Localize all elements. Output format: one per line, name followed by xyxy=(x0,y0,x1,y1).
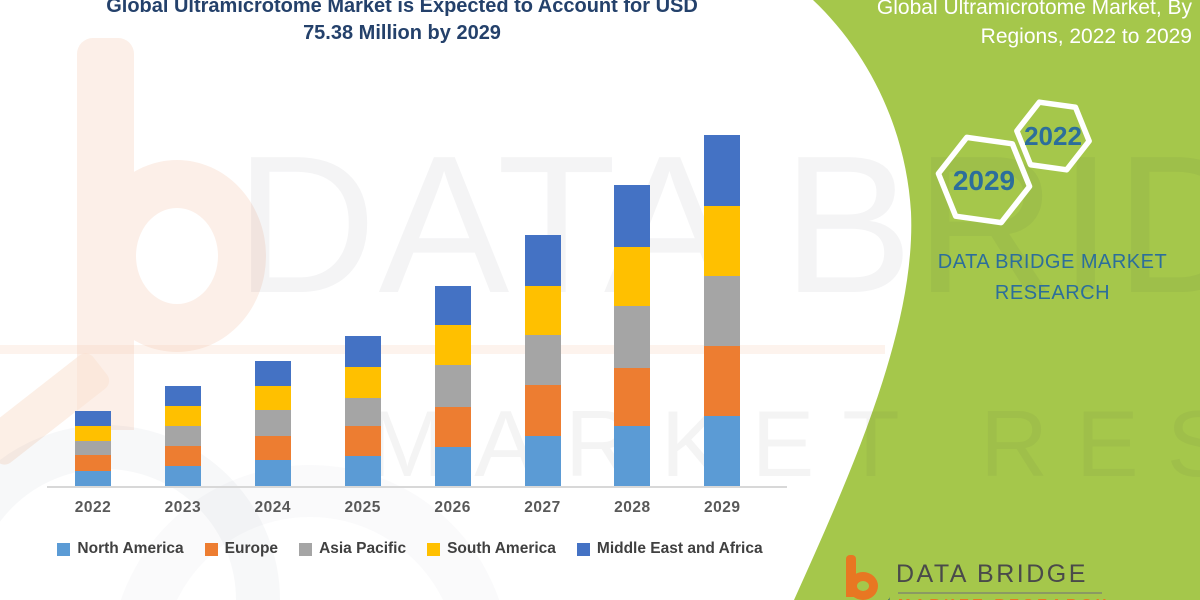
hexagon-2029-outline xyxy=(935,134,1033,226)
side-panel-brand-line2: RESEARCH xyxy=(994,282,1111,304)
legend-swatch-icon xyxy=(57,542,71,556)
chart-legend: North America Europe Asia Pacific South Ame… xyxy=(40,540,780,558)
x-axis-label-2025: 2025 xyxy=(344,499,381,516)
bar-segment-asia-pacific xyxy=(75,441,111,455)
bar-2022 xyxy=(75,410,111,487)
x-axis-label-2023: 2023 xyxy=(164,499,202,516)
logo-b-icon xyxy=(848,572,878,600)
bar-segment-south-america xyxy=(614,247,651,307)
bar-2026 xyxy=(434,285,471,487)
bar-segment-europe xyxy=(164,445,201,467)
footer-logo-name: DATA BRIDGE xyxy=(896,560,1088,588)
legend-item-asia-pacific: Asia Pacific xyxy=(299,540,406,558)
bar-segment-asia-pacific xyxy=(164,426,201,446)
bar-2025 xyxy=(344,335,381,487)
legend-item-middle-east-and-africa: Middle East and Africa xyxy=(576,540,763,558)
x-axis-label-2026: 2026 xyxy=(434,499,471,516)
bar-segment-middle-east-and-africa xyxy=(524,235,561,286)
bar-segment-europe xyxy=(254,435,291,461)
hexagon-badges: 2022 2029 xyxy=(935,99,1092,226)
bar-segment-europe xyxy=(75,454,111,471)
bar-segment-south-america xyxy=(254,385,291,410)
legend-swatch-icon xyxy=(204,542,218,556)
bar-segment-asia-pacific xyxy=(344,398,381,427)
bar-segment-south-america xyxy=(75,426,111,442)
bar-2027 xyxy=(524,235,561,487)
bar-segment-europe xyxy=(344,426,381,457)
bar-segment-south-america xyxy=(434,325,471,365)
side-panel-title-line1: Global Ultramicrotome Market, By xyxy=(876,0,1192,19)
x-axis-line xyxy=(47,486,787,488)
legend-label: North America xyxy=(77,540,184,557)
legend-label: Asia Pacific xyxy=(319,540,407,557)
bar-segment-north-america xyxy=(344,456,381,487)
bar-segment-asia-pacific xyxy=(704,276,741,347)
bar-segment-south-america xyxy=(164,405,201,427)
bar-segment-asia-pacific xyxy=(614,306,651,368)
chart-title-line2: 75.38 Million by 2029 xyxy=(303,22,501,44)
bar-segment-north-america xyxy=(75,470,111,487)
legend-label: Middle East and Africa xyxy=(596,540,763,557)
bar-segment-south-america xyxy=(704,205,741,277)
x-axis-label-2022: 2022 xyxy=(74,499,112,516)
bar-segment-north-america xyxy=(704,416,741,487)
bar-segment-europe xyxy=(614,367,651,427)
bar-segment-north-america xyxy=(524,435,561,487)
bar-segment-middle-east-and-africa xyxy=(614,185,651,248)
x-axis-label-2024: 2024 xyxy=(254,499,292,516)
bar-segment-middle-east-and-africa xyxy=(75,410,111,427)
bar-segment-south-america xyxy=(344,367,381,399)
bar-segment-europe xyxy=(434,407,471,448)
side-panel-brand-line1: DATA BRIDGE MARKET xyxy=(937,251,1168,273)
bar-segment-asia-pacific xyxy=(254,409,291,436)
chart-title-line1: Global Ultramicrotome Market is Expected… xyxy=(106,0,698,17)
bar-segment-north-america xyxy=(434,447,471,487)
bar-segment-europe xyxy=(524,384,561,436)
chart-title: Global Ultramicrotome Market is Expected… xyxy=(40,0,764,47)
side-panel-brand: DATA BRIDGE MARKET RESEARCH xyxy=(915,247,1190,309)
bar-segment-middle-east-and-africa xyxy=(164,385,201,406)
bar-segment-north-america xyxy=(254,460,291,487)
legend-item-europe: Europe xyxy=(204,540,279,558)
bar-2028 xyxy=(614,185,651,487)
bar-segment-middle-east-and-africa xyxy=(344,335,381,368)
legend-swatch-icon xyxy=(576,542,590,556)
bar-segment-north-america xyxy=(614,426,651,487)
x-axis-label-2027: 2027 xyxy=(524,499,561,516)
footer-logo: DATA BRIDGE MARKET RESEARCH xyxy=(835,552,1180,600)
bar-segment-middle-east-and-africa xyxy=(434,285,471,326)
side-panel-title: Global Ultramicrotome Market, By Regions… xyxy=(840,0,1192,51)
bar-segment-north-america xyxy=(164,466,201,487)
green-panel-shape xyxy=(794,0,1200,600)
legend-label: South America xyxy=(447,540,556,557)
bar-2023 xyxy=(164,385,201,487)
legend-item-north-america: North America xyxy=(57,540,184,558)
hexagon-2029-label: 2029 xyxy=(953,165,1015,196)
green-side-panel xyxy=(794,0,1200,600)
x-axis-label-2029: 2029 xyxy=(704,499,741,516)
hexagon-2022-outline xyxy=(1014,99,1092,173)
bar-segment-europe xyxy=(704,346,741,417)
legend-swatch-icon xyxy=(427,542,441,556)
x-axis-label-2028: 2028 xyxy=(614,499,651,516)
footer-logo-divider xyxy=(898,592,1102,594)
bar-2029 xyxy=(704,135,741,487)
bar-segment-middle-east-and-africa xyxy=(254,360,291,386)
side-panel-title-line2: Regions, 2022 to 2029 xyxy=(980,25,1192,48)
bar-2024 xyxy=(254,360,291,487)
legend-item-south-america: South America xyxy=(427,540,556,558)
legend-label: Europe xyxy=(224,540,279,557)
footer-logo-subtitle: MARKET RESEARCH xyxy=(898,596,1111,600)
bar-segment-south-america xyxy=(524,285,561,336)
legend-swatch-icon xyxy=(299,542,313,556)
bar-segment-middle-east-and-africa xyxy=(704,135,741,206)
bar-segment-asia-pacific xyxy=(524,335,561,385)
bar-segment-asia-pacific xyxy=(434,364,471,408)
hexagon-2022-label: 2022 xyxy=(1024,121,1082,151)
